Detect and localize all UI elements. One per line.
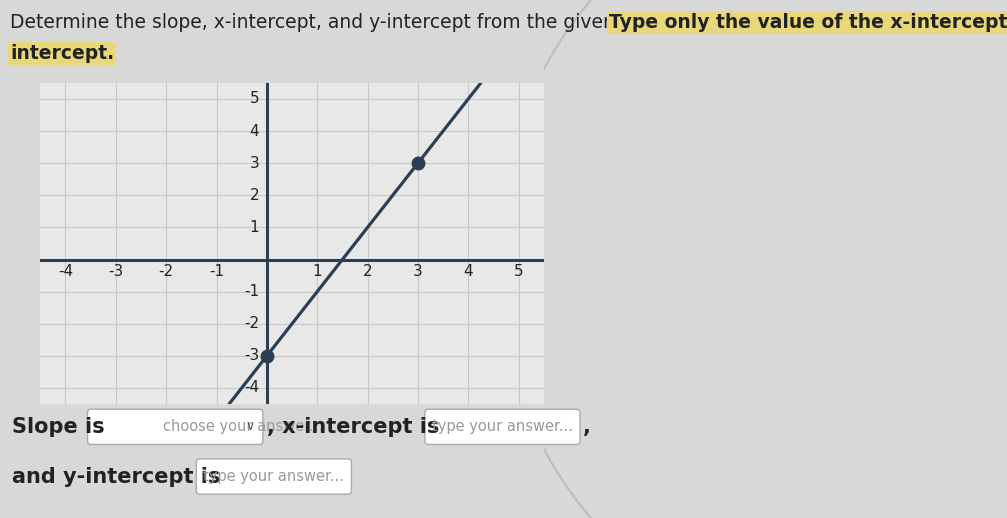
Text: 3: 3 — [250, 156, 260, 170]
Text: 4: 4 — [250, 124, 260, 138]
Text: ,: , — [583, 417, 591, 437]
Text: 1: 1 — [250, 220, 260, 235]
Text: 5: 5 — [514, 264, 524, 279]
Text: 2: 2 — [363, 264, 373, 279]
FancyBboxPatch shape — [88, 409, 263, 444]
Text: 4: 4 — [463, 264, 473, 279]
FancyBboxPatch shape — [425, 409, 580, 444]
Text: type your answer...: type your answer... — [203, 469, 344, 484]
FancyBboxPatch shape — [196, 459, 351, 494]
Text: -3: -3 — [244, 349, 260, 363]
Text: 2: 2 — [250, 188, 260, 203]
Text: -4: -4 — [57, 264, 74, 279]
Text: 1: 1 — [312, 264, 322, 279]
Text: intercept.: intercept. — [10, 44, 114, 63]
Text: -2: -2 — [244, 316, 260, 331]
Text: , x-intercept is: , x-intercept is — [267, 417, 439, 437]
Text: Slope is: Slope is — [12, 417, 105, 437]
Text: Determine the slope, x-intercept, and y-intercept from the given graph.: Determine the slope, x-intercept, and y-… — [10, 13, 688, 32]
Text: -1: -1 — [208, 264, 225, 279]
Text: 5: 5 — [250, 92, 260, 106]
Text: -3: -3 — [108, 264, 124, 279]
Text: and y-intercept is: and y-intercept is — [12, 467, 221, 486]
Text: -2: -2 — [158, 264, 174, 279]
Text: 3: 3 — [413, 264, 423, 279]
Text: -4: -4 — [244, 381, 260, 395]
Text: ∨: ∨ — [245, 420, 255, 434]
Text: choose your answer...: choose your answer... — [163, 420, 323, 434]
Text: -1: -1 — [244, 284, 260, 299]
Text: Type only the value of the x-intercept and y-: Type only the value of the x-intercept a… — [609, 13, 1007, 32]
Text: type your answer...: type your answer... — [432, 420, 573, 434]
